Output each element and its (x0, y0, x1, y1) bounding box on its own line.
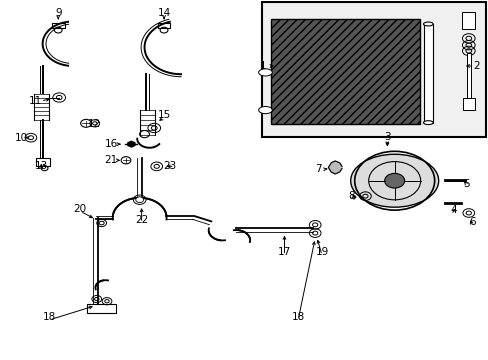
Ellipse shape (423, 121, 432, 125)
Ellipse shape (258, 107, 272, 114)
Text: 23: 23 (163, 161, 176, 171)
Bar (158, 23, 170, 28)
Text: 19: 19 (315, 247, 328, 257)
Text: 17: 17 (277, 247, 290, 257)
Text: 5: 5 (463, 179, 469, 189)
Text: 10: 10 (15, 133, 28, 143)
Text: 4: 4 (450, 206, 457, 216)
Text: 11: 11 (29, 96, 42, 106)
Bar (52, 23, 64, 28)
Circle shape (384, 174, 404, 188)
Bar (261, 3, 485, 137)
Bar (423, 24, 432, 123)
Ellipse shape (350, 154, 438, 207)
Text: 12: 12 (88, 120, 101, 129)
Text: 2: 2 (472, 61, 478, 71)
Ellipse shape (423, 22, 432, 26)
Text: 9: 9 (55, 8, 61, 18)
Text: 18: 18 (43, 312, 56, 322)
Circle shape (99, 221, 104, 225)
Text: 6: 6 (468, 217, 474, 227)
Bar (462, 98, 474, 110)
Text: 8: 8 (348, 191, 354, 201)
Polygon shape (328, 161, 341, 174)
Text: 16: 16 (105, 139, 118, 149)
Text: 14: 14 (157, 8, 170, 18)
Bar (87, 304, 116, 314)
Bar (36, 158, 50, 166)
Text: 22: 22 (135, 215, 148, 225)
Bar (271, 19, 419, 125)
Polygon shape (127, 140, 135, 148)
Ellipse shape (258, 69, 272, 76)
Bar (466, 53, 470, 98)
Text: 3: 3 (383, 132, 390, 142)
Text: 18: 18 (291, 312, 304, 322)
Text: 13: 13 (35, 161, 48, 171)
Bar (462, 12, 474, 30)
Circle shape (136, 197, 143, 203)
Text: 21: 21 (103, 155, 117, 165)
Text: 7: 7 (315, 164, 321, 174)
Text: 1: 1 (259, 61, 266, 71)
Text: 20: 20 (74, 204, 86, 214)
Text: 15: 15 (157, 110, 170, 120)
